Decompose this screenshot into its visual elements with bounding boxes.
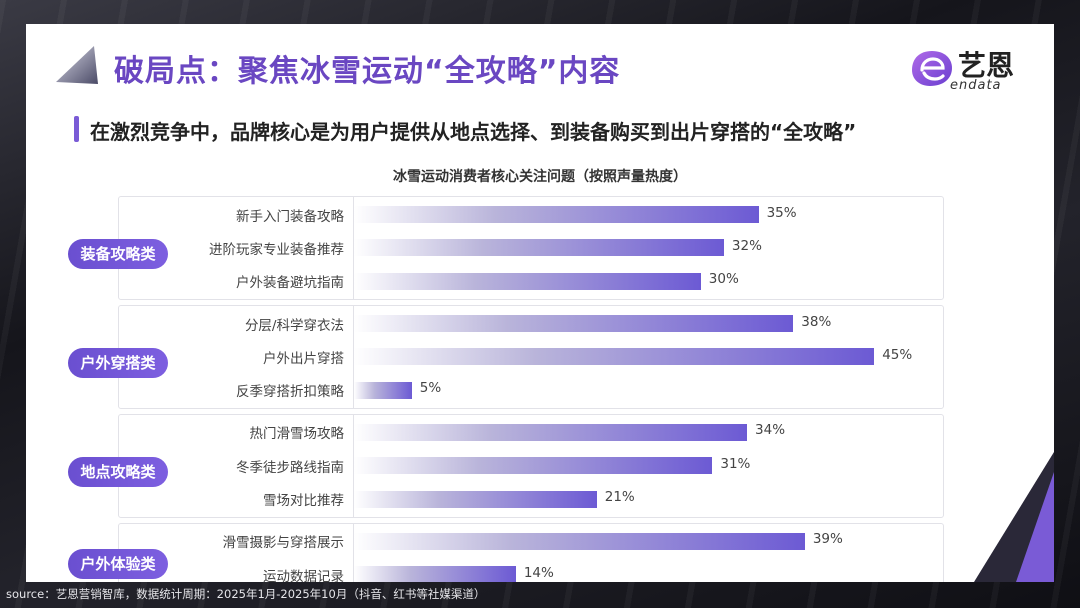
- bar-label: 冬季徒步路线指南: [236, 459, 344, 476]
- bar-value-label: 39%: [812, 531, 843, 548]
- corner-decoration: [934, 452, 1054, 582]
- subtitle-accent-bar: [74, 116, 79, 142]
- bar-label: 进阶玩家专业装备推荐: [209, 241, 344, 258]
- group-divider: [353, 523, 354, 582]
- group-divider: [353, 197, 354, 299]
- bar: [354, 315, 794, 333]
- slide-card: 破局点：聚焦冰雪运动“全攻略”内容 艺恩 endata 在激烈竞争中，品牌核心是…: [26, 24, 1054, 582]
- bar-value-label: 32%: [731, 237, 762, 254]
- group-divider: [353, 414, 354, 517]
- bar-value-label: 21%: [604, 489, 635, 506]
- bar-value-label: 38%: [801, 313, 832, 330]
- bar-label: 热门滑雪场攻略: [249, 426, 345, 443]
- category-pill: 户外穿搭类: [68, 347, 168, 378]
- bar: [354, 423, 748, 441]
- bar-label: 反季穿搭折扣策略: [236, 384, 344, 401]
- category-pill: 户外体验类: [68, 549, 168, 579]
- bar-value-label: 45%: [882, 346, 913, 363]
- bar: [354, 348, 875, 366]
- bar-label: 分层/科学穿衣法: [244, 317, 344, 334]
- bar-value-label: 35%: [766, 204, 797, 221]
- logo-cn-text: 艺恩: [958, 49, 1015, 82]
- chart-title: 冰雪运动消费者核心关注问题（按照声量热度）: [393, 169, 687, 185]
- category-pill: 地点攻略类: [68, 456, 168, 487]
- category-pill: 装备攻略类: [68, 238, 168, 269]
- group-divider: [353, 305, 354, 408]
- bar-label: 户外装备避坑指南: [236, 275, 344, 292]
- source-note: source：艺恩营销智库，数据统计周期：2025年1月-2025年10月（抖音…: [6, 587, 486, 601]
- subtitle: 在激烈竞争中，品牌核心是为用户提供从地点选择、到装备购买到出片穿搭的“全攻略”: [90, 120, 857, 144]
- logo: 艺恩 endata: [910, 44, 1028, 94]
- logo-icon: [912, 51, 952, 86]
- triangle-icon: [56, 46, 98, 84]
- bar: [354, 457, 713, 475]
- bar: [354, 272, 701, 290]
- bar-label: 雪场对比推荐: [263, 493, 344, 510]
- bar-value-label: 14%: [523, 564, 554, 581]
- bar: [354, 566, 516, 582]
- bar-label: 新手入门装备攻略: [236, 208, 344, 225]
- bar: [354, 239, 724, 257]
- bar-value-label: 30%: [708, 271, 739, 288]
- page-title: 破局点：聚焦冰雪运动“全攻略”内容: [114, 54, 621, 89]
- bar-label: 运动数据记录: [263, 568, 344, 582]
- logo-en-text: endata: [950, 78, 1002, 93]
- bar-value-label: 5%: [419, 380, 442, 397]
- bar-value-label: 34%: [755, 422, 786, 439]
- bar: [354, 381, 412, 399]
- bar: [354, 532, 805, 550]
- bar-label: 户外出片穿搭: [263, 350, 344, 367]
- bar-label: 滑雪摄影与穿搭展示: [222, 535, 345, 552]
- bar: [354, 490, 597, 508]
- bar: [354, 206, 759, 224]
- bar-value-label: 31%: [720, 455, 751, 472]
